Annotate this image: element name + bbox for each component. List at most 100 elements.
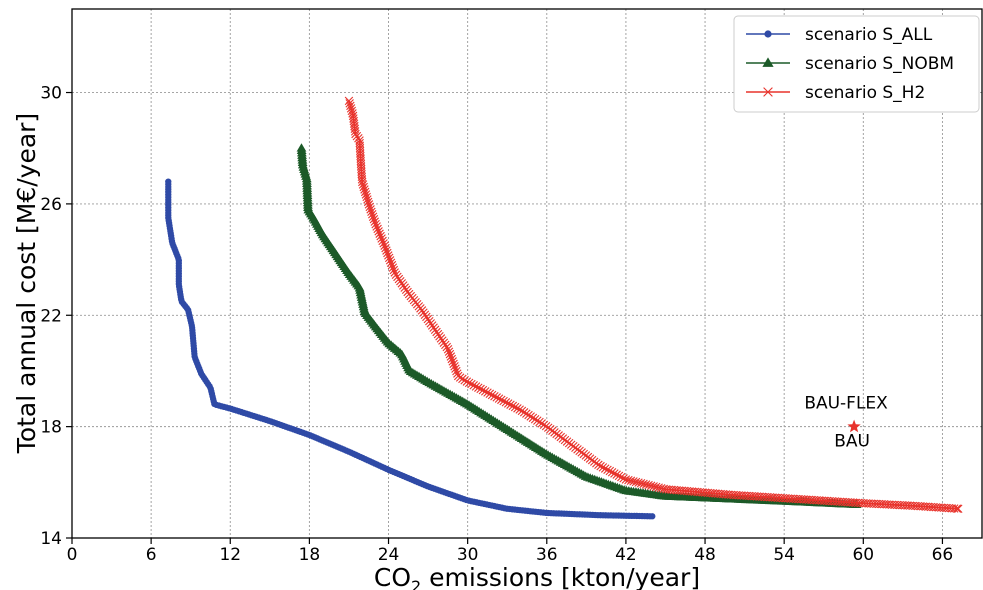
- data-point: [644, 480, 653, 490]
- x-tick-label: 66: [932, 545, 954, 565]
- data-point: [345, 99, 354, 108]
- data-point: [358, 177, 367, 187]
- data-point: [639, 479, 648, 489]
- data-point: [474, 383, 483, 392]
- data-point: [371, 219, 380, 229]
- data-point: [379, 239, 388, 248]
- data-point: [383, 248, 392, 258]
- data-point: [462, 377, 472, 386]
- data-point: [445, 349, 455, 359]
- y-tick-label: 18: [40, 418, 62, 438]
- data-point: [449, 359, 458, 369]
- data-point: [385, 256, 395, 265]
- data-point: [762, 57, 774, 67]
- data-point: [344, 96, 354, 106]
- x-tick-label: 60: [852, 545, 874, 565]
- data-point: [526, 412, 535, 421]
- data-point: [636, 479, 646, 488]
- ticks: 0 6 12 18 24 30 36 42 48 54 60 66 14 18 22 26 30: [40, 84, 953, 565]
- legend-item: scenario S_H2: [746, 83, 925, 103]
- x-tick-label: 12: [219, 545, 241, 565]
- data-point: [626, 476, 636, 486]
- data-point: [467, 379, 476, 389]
- data-point: [384, 251, 393, 260]
- data-point: [384, 253, 394, 263]
- data-point: [442, 342, 451, 352]
- data-point: [603, 465, 612, 475]
- data-point: [485, 389, 495, 399]
- data-point: [458, 374, 467, 384]
- data-point: [499, 396, 508, 406]
- data-point: [455, 373, 465, 382]
- data-point: [634, 478, 643, 487]
- data-point: [380, 241, 389, 250]
- x-tick-label: 30: [457, 545, 479, 565]
- x-axis-title: CO2 emissions [kton/year]: [374, 563, 700, 590]
- data-point: [517, 406, 527, 416]
- y-tick-label: 30: [40, 84, 62, 104]
- data-point: [372, 222, 381, 231]
- data-point: [447, 354, 457, 364]
- data-point: [617, 472, 626, 482]
- data-point: [452, 366, 461, 376]
- data-point: [598, 463, 608, 472]
- data-point: [446, 352, 456, 361]
- data-point: [763, 87, 773, 97]
- data-point: [494, 394, 504, 403]
- data-point: [530, 415, 540, 424]
- data-point: [487, 390, 497, 400]
- data-point: [614, 471, 624, 481]
- data-point: [362, 192, 371, 202]
- data-point: [357, 175, 367, 184]
- data-point: [515, 405, 524, 414]
- data-point: [460, 376, 469, 385]
- data-point: [451, 364, 460, 373]
- data-point: [596, 461, 605, 471]
- data-point: [443, 345, 453, 354]
- legend-label: scenario S_H2: [805, 83, 925, 103]
- annotation-bau: BAU: [834, 432, 870, 452]
- data-point: [363, 195, 372, 204]
- data-point: [510, 402, 520, 412]
- data-point: [469, 381, 478, 390]
- data-point: [382, 246, 391, 255]
- data-point: [950, 504, 959, 513]
- data-point: [367, 207, 376, 217]
- x-tick-label: 36: [536, 545, 558, 565]
- data-point: [378, 236, 387, 246]
- data-point: [528, 413, 538, 423]
- legend: scenario S_ALL scenario S_NOBM scenario S_…: [733, 15, 980, 113]
- plot-frame: [71, 8, 983, 539]
- data-point: [501, 398, 511, 407]
- data-point: [624, 475, 633, 485]
- x-tick-label: 18: [299, 545, 321, 565]
- data-point: [646, 481, 656, 490]
- data-point: [368, 210, 377, 219]
- data-point: [649, 513, 656, 520]
- data-point: [386, 258, 396, 267]
- data-point: [519, 408, 529, 417]
- x-tick-label: 48: [694, 545, 716, 565]
- data-point: [350, 127, 360, 136]
- data-point: [607, 467, 617, 477]
- data-point: [444, 347, 454, 356]
- legend-item: scenario S_NOBM: [746, 54, 954, 74]
- data-point: [360, 187, 370, 197]
- data-point: [656, 483, 666, 493]
- data-point: [513, 404, 522, 413]
- series-scenario-s-nobm: [296, 143, 862, 509]
- data-point: [373, 224, 382, 234]
- series-scenario-s-all: [165, 178, 656, 520]
- data-point: [619, 474, 628, 483]
- data-point: [478, 385, 488, 395]
- data-point: [389, 265, 399, 275]
- data-point: [346, 101, 355, 111]
- data-point: [376, 231, 385, 241]
- data-point: [621, 475, 631, 484]
- data-point: [649, 482, 658, 491]
- data-point: [533, 416, 542, 425]
- data-point: [539, 420, 549, 430]
- x-tick-label: 0: [67, 545, 78, 565]
- data-point: [476, 384, 485, 394]
- data-point: [361, 190, 371, 199]
